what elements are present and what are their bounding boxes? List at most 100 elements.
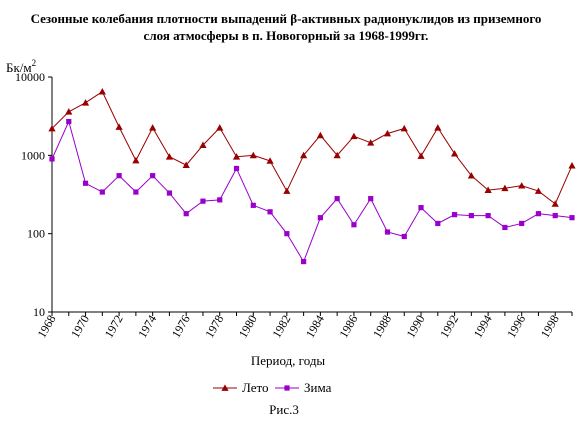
legend-marker — [221, 384, 229, 391]
data-point — [132, 156, 140, 164]
data-point — [451, 212, 458, 218]
x-tick-label: 1976 — [169, 313, 193, 341]
data-point — [417, 152, 425, 159]
x-tick-label: 1970 — [68, 313, 92, 341]
data-point — [519, 220, 525, 227]
x-tick-label: 1974 — [135, 313, 159, 341]
data-point — [568, 161, 576, 169]
data-point — [82, 180, 89, 186]
y-tick-label: 100 — [27, 227, 45, 241]
data-point — [216, 124, 224, 131]
data-point — [569, 215, 575, 221]
data-point — [267, 209, 273, 215]
plot-area — [51, 77, 572, 313]
x-tick-label: 1972 — [102, 313, 126, 341]
legend-item-1: Лето — [213, 380, 269, 395]
figure-caption: Рис.3 — [269, 402, 299, 417]
data-point — [534, 187, 543, 194]
data-point — [317, 215, 323, 221]
data-point — [283, 187, 291, 194]
data-point — [233, 165, 240, 172]
data-point — [468, 213, 474, 219]
data-point — [133, 189, 139, 195]
data-point — [65, 108, 73, 115]
legend-label: Зима — [304, 380, 332, 395]
x-tick-label: 1978 — [202, 313, 226, 341]
data-point — [450, 150, 459, 157]
data-point — [48, 124, 56, 132]
data-point — [115, 123, 123, 130]
data-point — [350, 132, 358, 140]
data-point — [383, 129, 392, 137]
data-point — [250, 202, 256, 208]
data-point — [199, 141, 207, 149]
legend-marker — [284, 385, 290, 391]
x-tick-label: 1982 — [269, 313, 293, 341]
data-point — [217, 197, 223, 203]
legend-item-2: Зима — [275, 380, 332, 395]
data-point — [301, 258, 307, 265]
x-tick-label: 1992 — [437, 313, 461, 341]
data-point — [552, 213, 558, 219]
data-point — [200, 198, 206, 204]
legend-label: Лето — [242, 380, 269, 395]
data-point — [501, 184, 509, 192]
data-point — [518, 182, 526, 189]
y-axis: 10 100 1000 10000 — [15, 70, 52, 319]
data-point — [149, 124, 157, 131]
data-point — [551, 200, 559, 207]
chart-title-line2: слоя атмосферы в п. Новогорный за 1968-1… — [144, 28, 429, 43]
data-point — [182, 161, 190, 169]
data-point — [535, 211, 542, 217]
x-tick-label: 1998 — [538, 313, 562, 341]
y-tick-label: 1000 — [21, 148, 45, 162]
series-line — [51, 90, 573, 205]
data-point — [165, 153, 174, 160]
data-point — [300, 151, 308, 159]
x-tick-label: 1994 — [471, 313, 495, 341]
data-point — [484, 186, 492, 193]
x-tick-label: 1990 — [404, 313, 428, 341]
data-point — [249, 151, 257, 159]
data-point — [502, 224, 508, 231]
x-axis: 1968 1970 1972 1974 1976 1978 1980 1982 1984 1986… — [34, 312, 573, 341]
data-point — [384, 229, 391, 235]
data-point — [333, 151, 341, 159]
x-tick-label: 1986 — [336, 313, 360, 341]
data-point — [435, 220, 441, 227]
data-point — [316, 131, 324, 139]
data-point — [166, 190, 173, 196]
series-2 — [49, 118, 575, 265]
data-point — [66, 118, 72, 125]
chart-title-line1: Сезонные колебания плотности выпадений β… — [31, 11, 542, 26]
data-point — [183, 211, 189, 217]
data-point — [49, 156, 55, 162]
data-point — [367, 139, 375, 146]
data-point — [434, 124, 442, 131]
x-tick-label: 1980 — [236, 313, 260, 341]
data-point — [266, 157, 274, 164]
x-tick-label: 1984 — [303, 313, 327, 341]
data-point — [467, 172, 475, 179]
data-point — [401, 233, 407, 240]
x-tick-label: 1988 — [370, 313, 394, 341]
data-point — [368, 196, 374, 202]
x-tick-label: 1996 — [504, 313, 528, 341]
data-point — [150, 173, 156, 179]
x-axis-label: Период, годы — [251, 353, 326, 368]
y-axis-label: Бк/м2 — [6, 58, 36, 75]
data-point — [351, 222, 357, 228]
data-point — [284, 231, 290, 237]
series-1 — [48, 88, 576, 207]
legend: Лето Зима — [213, 380, 332, 395]
data-point — [116, 173, 122, 179]
data-point — [99, 189, 105, 195]
data-point — [418, 205, 424, 211]
y-tick-label: 10 — [33, 305, 45, 319]
data-point — [334, 196, 340, 202]
data-point — [400, 124, 408, 132]
data-point — [232, 153, 241, 160]
series-line — [51, 120, 573, 263]
